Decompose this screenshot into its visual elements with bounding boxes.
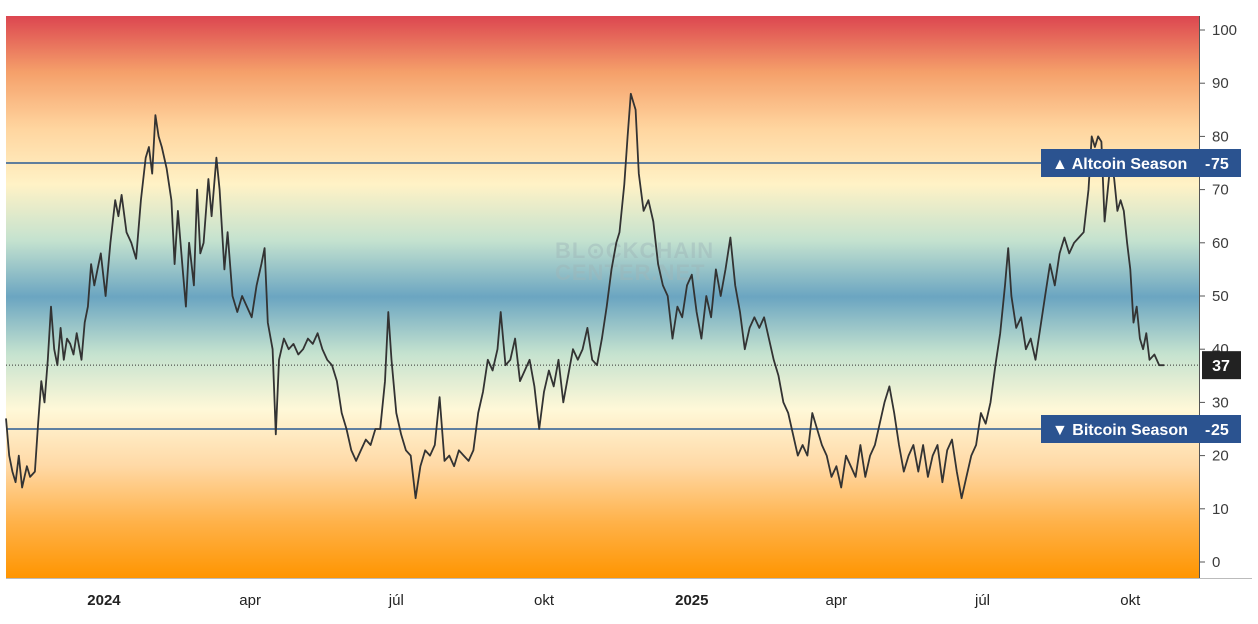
- y-tick-label: 70: [1212, 182, 1229, 199]
- watermark-line-1: BL⊙CKCHAIN: [555, 238, 714, 263]
- watermark-line-2: CENTER.NET: [555, 260, 706, 285]
- x-tick-label: 2025: [675, 592, 708, 609]
- current-value-badge-bg: [1202, 351, 1241, 380]
- x-tick-label: júl: [974, 592, 990, 609]
- reference-badge: ▼ Bitcoin Season -25: [1041, 415, 1241, 443]
- y-tick-label: 10: [1212, 501, 1229, 518]
- current-value-label: 37: [1212, 358, 1230, 375]
- y-tick-label: 50: [1212, 288, 1229, 305]
- x-tick-label: okt: [534, 592, 555, 609]
- y-tick-label: 80: [1212, 128, 1229, 145]
- reference-badge-label: ▼ Bitcoin Season: [1052, 422, 1188, 439]
- y-tick-label: 20: [1212, 448, 1229, 465]
- x-tick-label: 2024: [87, 592, 121, 609]
- y-tick-label: 90: [1212, 75, 1229, 92]
- reference-badge-bg: [1041, 415, 1241, 443]
- reference-badge: ▲ Altcoin Season -75: [1041, 149, 1241, 177]
- y-tick-label: 60: [1212, 235, 1229, 252]
- reference-badge-sep: -: [1205, 422, 1210, 439]
- reference-badge-value: 75: [1211, 156, 1229, 173]
- x-tick-label: okt: [1120, 592, 1141, 609]
- reference-badge-value: 25: [1211, 422, 1229, 439]
- x-tick-label: apr: [826, 592, 848, 609]
- y-tick-label: 100: [1212, 22, 1237, 39]
- reference-badge-bg: [1041, 149, 1241, 177]
- reference-badge-sep: -: [1205, 156, 1210, 173]
- x-tick-label: apr: [239, 592, 261, 609]
- reference-badge-label: ▲ Altcoin Season: [1052, 156, 1187, 173]
- altcoin-season-index-line: [5, 92, 1164, 500]
- plot-background: [6, 16, 1199, 578]
- current-value-badge: 37: [1202, 351, 1241, 380]
- x-axis-ticks: 2024 apr júl okt 2025 apr júl okt: [87, 592, 1141, 609]
- y-tick-label: 0: [1212, 554, 1220, 571]
- reference-lines: [6, 162, 1199, 430]
- x-tick-label: júl: [388, 592, 404, 609]
- y-tick-label: 30: [1212, 394, 1229, 411]
- watermark: BL⊙CKCHAIN CENTER.NET: [555, 238, 714, 285]
